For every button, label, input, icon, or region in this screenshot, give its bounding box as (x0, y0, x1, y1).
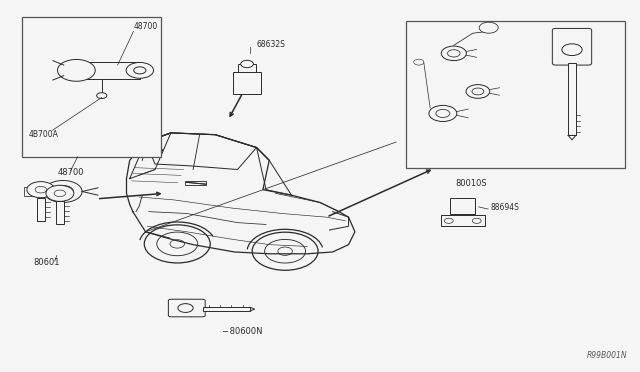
Circle shape (436, 109, 450, 118)
FancyBboxPatch shape (552, 28, 591, 65)
Text: 80010S: 80010S (456, 179, 487, 188)
Bar (568, 63, 576, 135)
Bar (406, 21, 625, 168)
Circle shape (126, 62, 154, 78)
Circle shape (472, 218, 481, 223)
Circle shape (27, 182, 55, 198)
Circle shape (449, 147, 470, 159)
Text: 88643W: 88643W (490, 137, 522, 146)
Circle shape (447, 50, 460, 57)
Bar (76, 61, 140, 79)
Bar (233, 72, 261, 94)
Circle shape (472, 88, 484, 95)
Circle shape (44, 180, 82, 202)
Circle shape (134, 67, 146, 74)
Text: 88694S: 88694S (490, 203, 519, 212)
Circle shape (170, 240, 184, 248)
Text: 48700: 48700 (58, 168, 84, 177)
Circle shape (429, 105, 457, 122)
Circle shape (157, 232, 198, 256)
Circle shape (466, 84, 490, 98)
Circle shape (265, 240, 305, 263)
Circle shape (144, 225, 211, 263)
Bar (22, 17, 161, 157)
Text: R99B001N: R99B001N (587, 351, 628, 360)
Bar (186, 181, 207, 185)
Circle shape (54, 190, 65, 197)
Circle shape (479, 22, 498, 33)
Circle shape (278, 247, 292, 256)
Circle shape (439, 141, 480, 165)
Circle shape (241, 60, 253, 68)
Text: 80601: 80601 (33, 258, 60, 267)
Circle shape (413, 59, 424, 65)
Circle shape (52, 186, 74, 198)
FancyBboxPatch shape (168, 299, 205, 317)
Bar (24, 187, 44, 196)
Circle shape (46, 185, 74, 201)
Text: ─ 80600N: ─ 80600N (221, 327, 262, 336)
Circle shape (58, 60, 95, 81)
Circle shape (562, 44, 582, 55)
Bar (450, 198, 476, 214)
Bar (238, 64, 256, 72)
Text: 48700: 48700 (134, 22, 157, 31)
Text: 4B700A: 4B700A (28, 130, 58, 139)
Circle shape (441, 46, 467, 61)
Circle shape (35, 186, 47, 193)
Circle shape (97, 93, 107, 99)
Text: 68632S: 68632S (257, 40, 285, 49)
Circle shape (444, 218, 453, 223)
Bar (56, 201, 64, 224)
Bar (440, 215, 485, 226)
Circle shape (178, 304, 193, 312)
Circle shape (252, 232, 318, 270)
Bar (37, 198, 45, 221)
Bar (203, 307, 250, 311)
